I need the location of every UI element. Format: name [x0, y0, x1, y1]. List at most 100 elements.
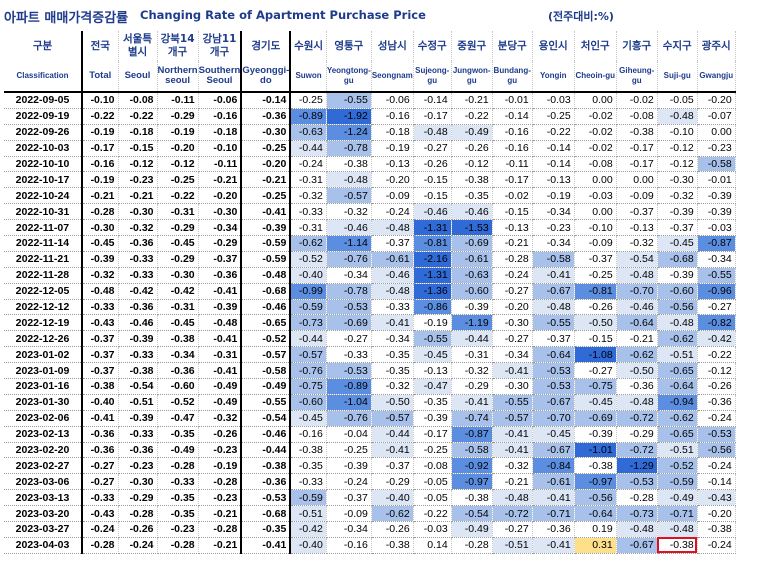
table-cell: -0.38 — [574, 457, 617, 475]
table-cell: -0.51 — [118, 394, 158, 411]
table-cell: -0.49 — [451, 521, 493, 538]
table-row: 2022-12-19 -0.43 -0.46 -0.45 -0.48 -0.65 -0.73… — [4, 314, 736, 332]
table-cell: -0.53 — [532, 378, 575, 395]
header-english-6: Suwon — [290, 61, 327, 93]
table-cell: -0.37 — [82, 362, 119, 380]
table-cell: -0.38 — [118, 362, 158, 380]
table-cell: -0.59 — [290, 489, 327, 507]
table-cell: -0.22 — [82, 108, 119, 125]
table-cell: -0.71 — [532, 505, 575, 523]
table-cell: -0.42 — [290, 521, 327, 538]
table-cell: -0.23 — [118, 457, 158, 475]
table-cell: -0.23 — [697, 140, 736, 157]
table-cell: -0.23 — [532, 219, 575, 237]
table-cell: -0.21 — [451, 92, 493, 109]
table-cell: -0.27 — [82, 457, 119, 475]
table-cell: -0.47 — [413, 378, 452, 395]
table-cell: -0.48 — [198, 314, 243, 332]
table-cell: -0.20 — [157, 140, 199, 157]
table-cell: -0.97 — [574, 473, 617, 491]
table-cell: -0.60 — [657, 283, 698, 300]
header-english-0: Classification — [4, 61, 83, 93]
table-cell: -1.31 — [413, 267, 452, 284]
table-cell: -0.25 — [326, 442, 372, 459]
table-cell: -0.45 — [82, 235, 119, 252]
table-cell: -0.37 — [82, 346, 119, 364]
table-cell: -0.51 — [657, 346, 698, 364]
header-english-12: Yongin — [532, 61, 575, 93]
header-korean-8: 성남시 — [371, 31, 414, 61]
table-cell: -0.34 — [326, 521, 372, 538]
table-cell: -0.24 — [326, 473, 372, 491]
table-cell: -0.16 — [198, 108, 243, 125]
table-cell: -0.23 — [118, 171, 158, 189]
header-korean-2: 서울특별시 — [118, 31, 158, 61]
table-cell: -0.18 — [371, 124, 414, 141]
row-date: 2023-01-02 — [4, 346, 83, 364]
table-cell: -0.46 — [413, 203, 452, 221]
table-cell: -0.33 — [326, 346, 372, 364]
table-cell: -0.48 — [616, 267, 658, 284]
table-cell: -0.14 — [492, 108, 533, 125]
table-cell: -0.53 — [697, 426, 736, 443]
table-row: 2022-12-12 -0.33 -0.36 -0.31 -0.39 -0.46 -0.59… — [4, 299, 736, 316]
table-cell: -0.21 — [241, 171, 292, 189]
table-row: 2022-10-17 -0.19 -0.23 -0.25 -0.21 -0.21 -0.31… — [4, 171, 736, 189]
table-cell: -0.35 — [371, 362, 414, 380]
table-cell: -0.20 — [697, 92, 736, 109]
table-cell: -0.58 — [697, 156, 736, 173]
table-cell: -0.02 — [574, 124, 617, 141]
table-cell: -0.81 — [574, 283, 617, 300]
table-cell: -0.20 — [241, 156, 292, 173]
table-cell: -0.49 — [657, 489, 698, 507]
table-cell: -0.33 — [290, 203, 327, 221]
table-row: 2022-12-26 -0.37 -0.39 -0.38 -0.41 -0.52 -0.44… — [4, 330, 736, 348]
row-date: 2023-02-13 — [4, 426, 83, 443]
table-cell: -0.08 — [413, 457, 452, 475]
table-cell: -0.53 — [326, 299, 372, 316]
table-cell: -0.30 — [657, 171, 698, 189]
header-row-english: Classification Total Seoul Northern seoul So… — [4, 61, 736, 93]
table-cell: -0.57 — [290, 346, 327, 364]
table-cell: -0.62 — [371, 505, 414, 523]
table-cell: -0.49 — [451, 124, 493, 141]
table-cell: 0.00 — [616, 171, 658, 189]
table-cell: -0.39 — [657, 203, 698, 221]
table-cell: -0.46 — [241, 426, 292, 443]
table-row: 2023-02-13 -0.36 -0.33 -0.35 -0.26 -0.46 -0.16… — [4, 426, 736, 443]
table-cell: -0.24 — [82, 521, 119, 538]
table-cell: -0.65 — [657, 426, 698, 443]
table-cell: -0.41 — [198, 330, 243, 348]
table-cell: -0.41 — [532, 489, 575, 507]
table-cell: -0.20 — [492, 299, 533, 316]
header-korean-9: 수정구 — [413, 31, 452, 61]
table-cell: -0.32 — [657, 187, 698, 205]
header-english-4: Southern Seoul — [198, 61, 243, 93]
table-cell: -0.21 — [82, 187, 119, 205]
table-cell: -1.01 — [574, 442, 617, 459]
table-cell: -0.35 — [157, 505, 199, 523]
table-cell: -0.49 — [157, 442, 199, 459]
table-cell: -0.11 — [492, 156, 533, 173]
table-row: 2023-01-09 -0.37 -0.38 -0.36 -0.41 -0.58 -0.76… — [4, 362, 736, 380]
table-cell: -0.13 — [616, 219, 658, 237]
table-cell: -0.78 — [326, 283, 372, 300]
table-cell: -0.51 — [657, 442, 698, 459]
table-cell: -0.16 — [326, 537, 372, 554]
table-cell: -0.53 — [326, 362, 372, 380]
table-cell: -0.75 — [290, 378, 327, 395]
table-cell: 0.14 — [413, 537, 452, 554]
table-cell: -0.76 — [326, 251, 372, 268]
table-cell: -0.07 — [697, 108, 736, 125]
table-cell: -0.59 — [241, 251, 292, 268]
row-date: 2022-09-26 — [4, 124, 83, 141]
table-cell: -0.23 — [198, 489, 243, 507]
table-cell: -0.22 — [118, 108, 158, 125]
table-cell: -0.46 — [371, 267, 414, 284]
table-cell: -0.32 — [616, 235, 658, 252]
table-cell: -0.37 — [616, 203, 658, 221]
table-cell: -0.03 — [697, 219, 736, 237]
table-cell: -2.16 — [413, 251, 452, 268]
table-cell: -0.19 — [371, 140, 414, 157]
table-cell: -0.41 — [532, 267, 575, 284]
